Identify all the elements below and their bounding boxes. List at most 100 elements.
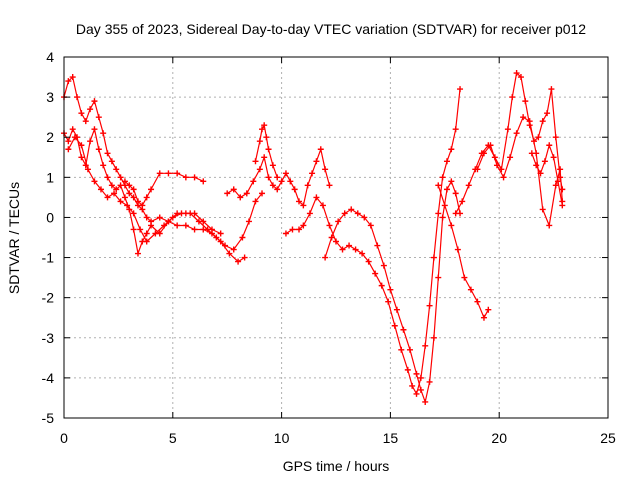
- data-point: [187, 210, 194, 217]
- data-point: [143, 238, 150, 245]
- data-point: [448, 146, 455, 153]
- data-point: [339, 246, 346, 253]
- data-point: [448, 222, 455, 229]
- series-line: [285, 89, 461, 396]
- data-point: [148, 186, 155, 193]
- series-run-2: [61, 126, 224, 257]
- data-point: [306, 210, 313, 217]
- data-point: [139, 202, 146, 209]
- data-point: [361, 214, 368, 221]
- data-point: [226, 250, 233, 257]
- data-point: [143, 214, 150, 221]
- series-run-12: [528, 142, 566, 209]
- data-point: [480, 150, 487, 157]
- data-point: [124, 202, 131, 209]
- data-point: [130, 210, 137, 217]
- data-point: [269, 162, 276, 169]
- data-point: [100, 130, 107, 137]
- data-point: [533, 162, 540, 169]
- data-point: [335, 218, 342, 225]
- data-point: [169, 214, 176, 221]
- data-point: [178, 210, 185, 217]
- data-point: [387, 286, 394, 293]
- data-point: [230, 186, 237, 193]
- series-run-6: [252, 122, 281, 181]
- data-point: [513, 70, 520, 77]
- data-point: [250, 178, 257, 185]
- data-point: [539, 206, 546, 213]
- data-point: [400, 326, 407, 333]
- data-point: [137, 226, 144, 233]
- data-point: [448, 178, 455, 185]
- x-tick-labels: 0 5 10 15 20 25: [60, 430, 616, 446]
- grid: [64, 57, 608, 418]
- data-point: [126, 190, 133, 197]
- data-point: [174, 170, 181, 177]
- series-line: [67, 136, 263, 251]
- data-point: [326, 182, 333, 189]
- data-point: [443, 186, 450, 193]
- data-point: [161, 222, 168, 229]
- series-run-11: [474, 114, 566, 229]
- series-line: [455, 71, 563, 214]
- data-point: [174, 222, 181, 229]
- x-tick-label: 25: [600, 430, 616, 446]
- data-point: [426, 302, 433, 309]
- data-point: [528, 150, 535, 157]
- data-point: [546, 142, 553, 149]
- data-point: [65, 146, 72, 153]
- data-point: [417, 374, 424, 381]
- data-point: [461, 274, 468, 281]
- data-point: [430, 254, 437, 261]
- data-point: [346, 242, 353, 249]
- y-tick-label: -4: [42, 370, 55, 386]
- data-point: [195, 218, 202, 225]
- data-point: [500, 174, 507, 181]
- data-point: [156, 170, 163, 177]
- data-point: [439, 174, 446, 181]
- data-point: [282, 170, 289, 177]
- data-point: [261, 154, 268, 161]
- data-point: [130, 226, 137, 233]
- data-point: [452, 210, 459, 217]
- data-point: [404, 366, 411, 373]
- x-tick-label: 5: [169, 430, 177, 446]
- data-point: [554, 178, 561, 185]
- data-point: [156, 214, 163, 221]
- data-point: [91, 126, 98, 133]
- data-point: [459, 198, 466, 205]
- data-point: [422, 398, 429, 405]
- tick-marks: [63, 56, 609, 419]
- data-point: [274, 186, 281, 193]
- data-point: [78, 110, 85, 117]
- data-point: [261, 122, 268, 129]
- data-point: [309, 170, 316, 177]
- data-point: [117, 198, 124, 205]
- data-point: [296, 226, 303, 233]
- data-point: [65, 138, 72, 145]
- data-point: [322, 254, 329, 261]
- data-point: [111, 190, 118, 197]
- data-point: [204, 226, 211, 233]
- data-point: [121, 194, 128, 201]
- data-point: [487, 142, 494, 149]
- series-run-7: [282, 86, 464, 397]
- data-point: [300, 202, 307, 209]
- data-point: [130, 186, 137, 193]
- data-point: [104, 194, 111, 201]
- data-point: [439, 214, 446, 221]
- data-point: [217, 230, 224, 237]
- data-point: [435, 210, 442, 217]
- y-tick-labels: 4 3 2 1 0 -1 -2 -3 -4 -5: [42, 49, 55, 426]
- y-tick-label: 4: [46, 49, 54, 65]
- data-point: [541, 158, 548, 165]
- data-point: [378, 282, 385, 289]
- data-point: [121, 178, 128, 185]
- data-point: [313, 158, 320, 165]
- data-point: [78, 142, 85, 149]
- data-point: [256, 138, 263, 145]
- data-point: [474, 298, 481, 305]
- data-point: [104, 174, 111, 181]
- data-point: [544, 110, 551, 117]
- data-point: [537, 170, 544, 177]
